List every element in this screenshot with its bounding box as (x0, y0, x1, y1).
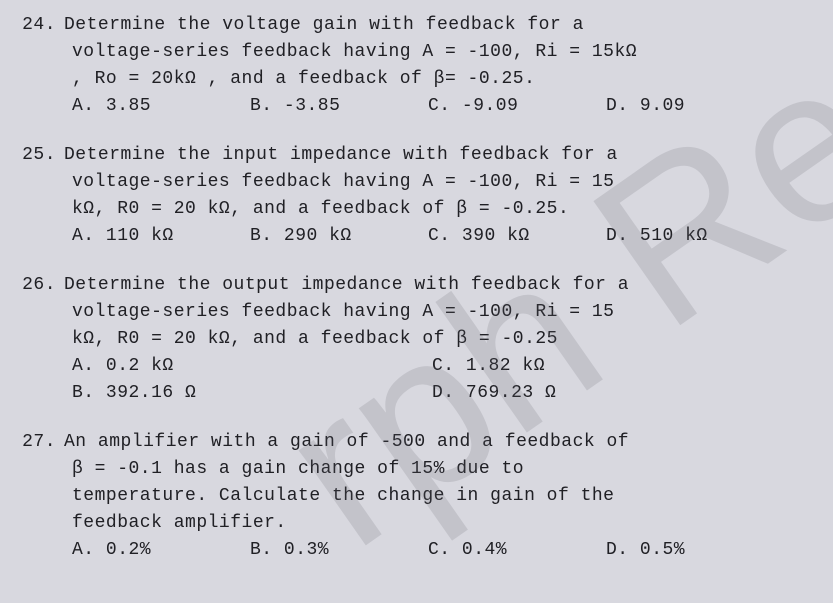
question-text: An amplifier with a gain of -500 and a f… (64, 432, 629, 452)
option-item: C. -9.09 (428, 93, 606, 120)
question-line: voltage-series feedback having A = -100,… (20, 169, 813, 196)
option-item: A. 110 kΩ (72, 223, 250, 250)
option-item: C. 390 kΩ (428, 223, 606, 250)
question-text: Determine the output impedance with feed… (64, 275, 629, 295)
question-options: A. 110 kΩB. 290 kΩC. 390 kΩD. 510 kΩ (20, 223, 813, 250)
question-line: feedback amplifier. (20, 510, 813, 537)
option-item: B. 290 kΩ (250, 223, 428, 250)
option-item: D. 769.23 Ω (432, 380, 792, 407)
question-line: kΩ, R0 = 20 kΩ, and a feedback of β = -0… (20, 196, 813, 223)
question-item: 27.An amplifier with a gain of -500 and … (20, 429, 813, 564)
question-text: Determine the input impedance with feedb… (64, 145, 618, 165)
option-item: D. 510 kΩ (606, 223, 784, 250)
question-number: 25. (20, 142, 64, 169)
question-number: 24. (20, 12, 64, 39)
question-number: 27. (20, 429, 64, 456)
question-first-line: 24.Determine the voltage gain with feedb… (20, 12, 813, 39)
question-line: temperature. Calculate the change in gai… (20, 483, 813, 510)
question-line: voltage-series feedback having A = -100,… (20, 39, 813, 66)
question-number: 26. (20, 272, 64, 299)
question-item: 24.Determine the voltage gain with feedb… (20, 12, 813, 120)
question-line: voltage-series feedback having A = -100,… (20, 299, 813, 326)
question-options: A. 0.2%B. 0.3%C. 0.4%D. 0.5% (20, 537, 813, 564)
option-item: C. 1.82 kΩ (432, 353, 792, 380)
question-line: kΩ, R0 = 20 kΩ, and a feedback of β = -0… (20, 326, 813, 353)
option-item: C. 0.4% (428, 537, 606, 564)
question-text: Determine the voltage gain with feedback… (64, 15, 584, 35)
option-item: D. 9.09 (606, 93, 784, 120)
question-options: A. 0.2 kΩC. 1.82 kΩB. 392.16 ΩD. 769.23 … (20, 353, 813, 407)
question-item: 25.Determine the input impedance with fe… (20, 142, 813, 250)
option-item: B. 392.16 Ω (72, 380, 432, 407)
option-item: A. 3.85 (72, 93, 250, 120)
question-first-line: 27.An amplifier with a gain of -500 and … (20, 429, 813, 456)
question-options: A. 3.85B. -3.85C. -9.09D. 9.09 (20, 93, 813, 120)
question-first-line: 25.Determine the input impedance with fe… (20, 142, 813, 169)
option-item: A. 0.2% (72, 537, 250, 564)
question-first-line: 26.Determine the output impedance with f… (20, 272, 813, 299)
question-item: 26.Determine the output impedance with f… (20, 272, 813, 407)
question-line: , Ro = 20kΩ , and a feedback of β= -0.25… (20, 66, 813, 93)
option-item: A. 0.2 kΩ (72, 353, 432, 380)
questions-container: 24.Determine the voltage gain with feedb… (20, 12, 813, 564)
option-item: B. 0.3% (250, 537, 428, 564)
option-item: D. 0.5% (606, 537, 784, 564)
option-item: B. -3.85 (250, 93, 428, 120)
question-line: β = -0.1 has a gain change of 15% due to (20, 456, 813, 483)
